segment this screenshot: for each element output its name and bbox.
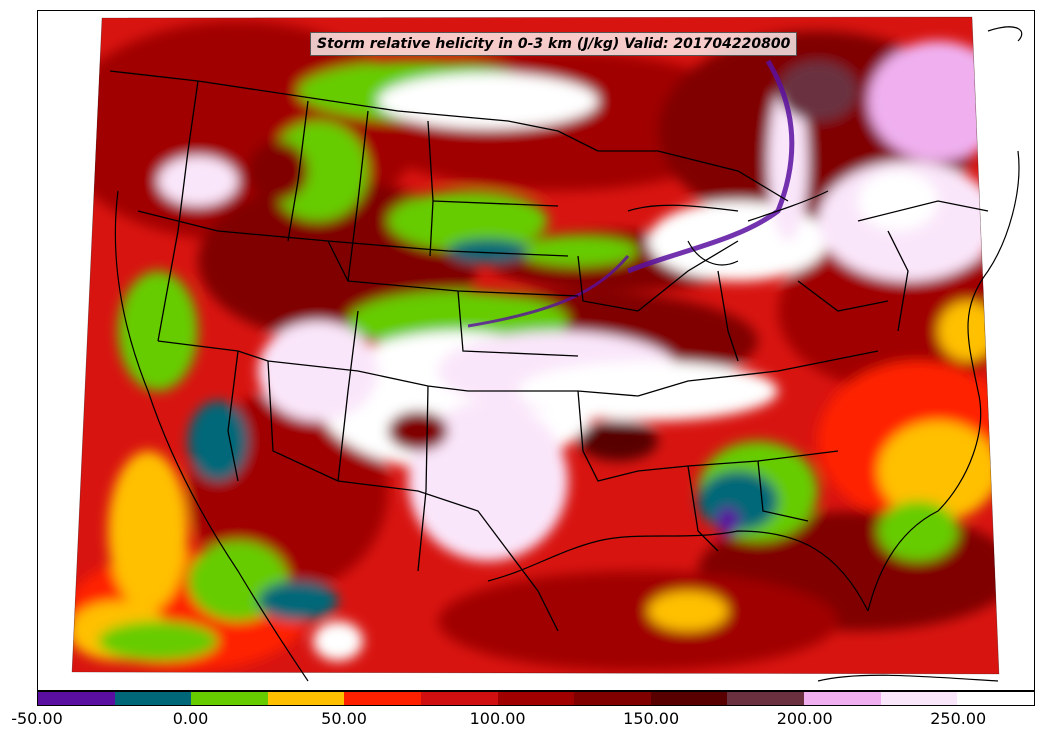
colorbar-tick-label: 100.00 [469, 709, 526, 728]
colorbar-segment [421, 692, 498, 705]
colorbar-segment [727, 692, 805, 705]
colorbar-tick-label: 250.00 [930, 709, 987, 728]
colorbar-segment [574, 692, 651, 705]
colorbar [37, 691, 1035, 706]
coastlines [114, 26, 1023, 682]
colorbar-tick-label: 150.00 [623, 709, 680, 728]
colorbar-segment [114, 692, 192, 705]
colorbar-segment [650, 692, 728, 705]
colorbar-segment [191, 692, 268, 705]
colorbar-segment [497, 692, 575, 705]
map-title: Storm relative helicity in 0-3 km (J/kg)… [310, 32, 798, 56]
colorbar-tick-label: -50.00 [11, 709, 63, 728]
colorbar-segment [957, 692, 1034, 705]
colorbar-segment [38, 692, 115, 705]
map-frame: Storm relative helicity in 0-3 km (J/kg)… [37, 10, 1035, 691]
boundaries [109, 70, 989, 632]
colorbar-tick-label: 0.00 [172, 709, 209, 728]
colorbar-segment [267, 692, 345, 705]
colorbar-segment [880, 692, 958, 705]
colorbar-tick-label: 50.00 [321, 709, 367, 728]
colorbar-segment [804, 692, 881, 705]
helicity-map [71, 16, 1023, 682]
colorbar-segment [344, 692, 422, 705]
colorbar-tick-label: 200.00 [776, 709, 833, 728]
